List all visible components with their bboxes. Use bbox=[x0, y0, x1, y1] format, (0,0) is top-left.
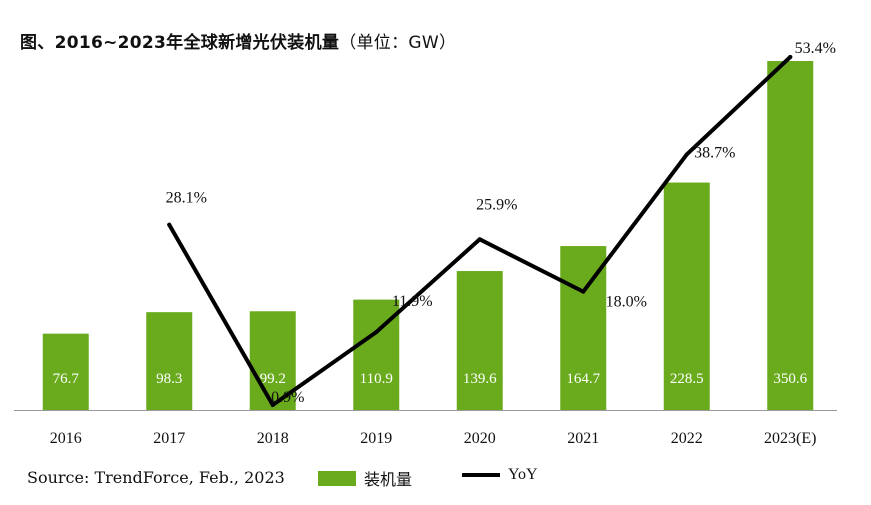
bar-value-label: 350.6 bbox=[773, 371, 807, 387]
x-tick-label: 2019 bbox=[360, 430, 392, 447]
chart-title: 图、2016~2023年全球新增光伏装机量（单位：GW） bbox=[20, 28, 456, 53]
chart-title-unit: （单位：GW） bbox=[339, 33, 457, 53]
chart-title-main: 图、2016~2023年全球新增光伏装机量 bbox=[20, 33, 340, 53]
yoy-value-label: 53.4% bbox=[795, 40, 836, 57]
bar-2017 bbox=[146, 312, 193, 410]
bar-2022 bbox=[663, 182, 710, 410]
bar-value-label: 139.6 bbox=[463, 371, 497, 387]
yoy-value-label: 28.1% bbox=[166, 190, 207, 207]
bar-value-label: 98.3 bbox=[156, 371, 182, 387]
bar-2020 bbox=[456, 271, 503, 410]
yoy-value-label: 38.7% bbox=[694, 144, 735, 161]
bar-value-label: 76.7 bbox=[53, 371, 80, 387]
bar-value-label: 228.5 bbox=[670, 371, 704, 387]
yoy-point-2021 bbox=[581, 289, 586, 294]
yoy-point-2023(E) bbox=[788, 55, 793, 59]
x-tick-label: 2018 bbox=[257, 430, 289, 447]
bar-value-label: 99.2 bbox=[260, 371, 286, 387]
x-tick-label: 2017 bbox=[153, 430, 185, 447]
yoy-value-label: 18.0% bbox=[606, 294, 647, 311]
yoy-point-2020 bbox=[477, 237, 482, 242]
x-tick-label: 2021 bbox=[567, 430, 599, 447]
yoy-value-label: 0.9% bbox=[271, 389, 304, 406]
yoy-point-2022 bbox=[684, 152, 689, 157]
x-tick-label: 2023(E) bbox=[764, 430, 816, 447]
legend-item-line: YoY bbox=[462, 466, 538, 484]
bar-value-label: 110.9 bbox=[360, 371, 393, 387]
x-tick-label: 2016 bbox=[50, 430, 82, 447]
x-tick-label: 2022 bbox=[671, 430, 703, 447]
legend-swatch-bar bbox=[318, 470, 356, 486]
yoy-value-label: 25.9% bbox=[476, 196, 517, 213]
legend-label-bar: 装机量 bbox=[364, 470, 413, 489]
yoy-point-2018 bbox=[270, 403, 275, 407]
legend-label-line: YoY bbox=[508, 466, 538, 483]
bar-value-label: 164.7 bbox=[566, 371, 600, 387]
legend-item-bar: 装机量 bbox=[318, 466, 412, 490]
yoy-point-2017 bbox=[167, 222, 172, 227]
bar-2023(E) bbox=[767, 61, 814, 410]
x-tick-label: 2020 bbox=[464, 430, 496, 447]
source-note: Source: TrendForce, Feb., 2023 bbox=[27, 468, 285, 487]
legend-swatch-line bbox=[462, 473, 500, 477]
yoy-value-label: 11.9% bbox=[392, 293, 433, 310]
yoy-point-2019 bbox=[374, 330, 379, 335]
bar-2016 bbox=[42, 333, 89, 410]
